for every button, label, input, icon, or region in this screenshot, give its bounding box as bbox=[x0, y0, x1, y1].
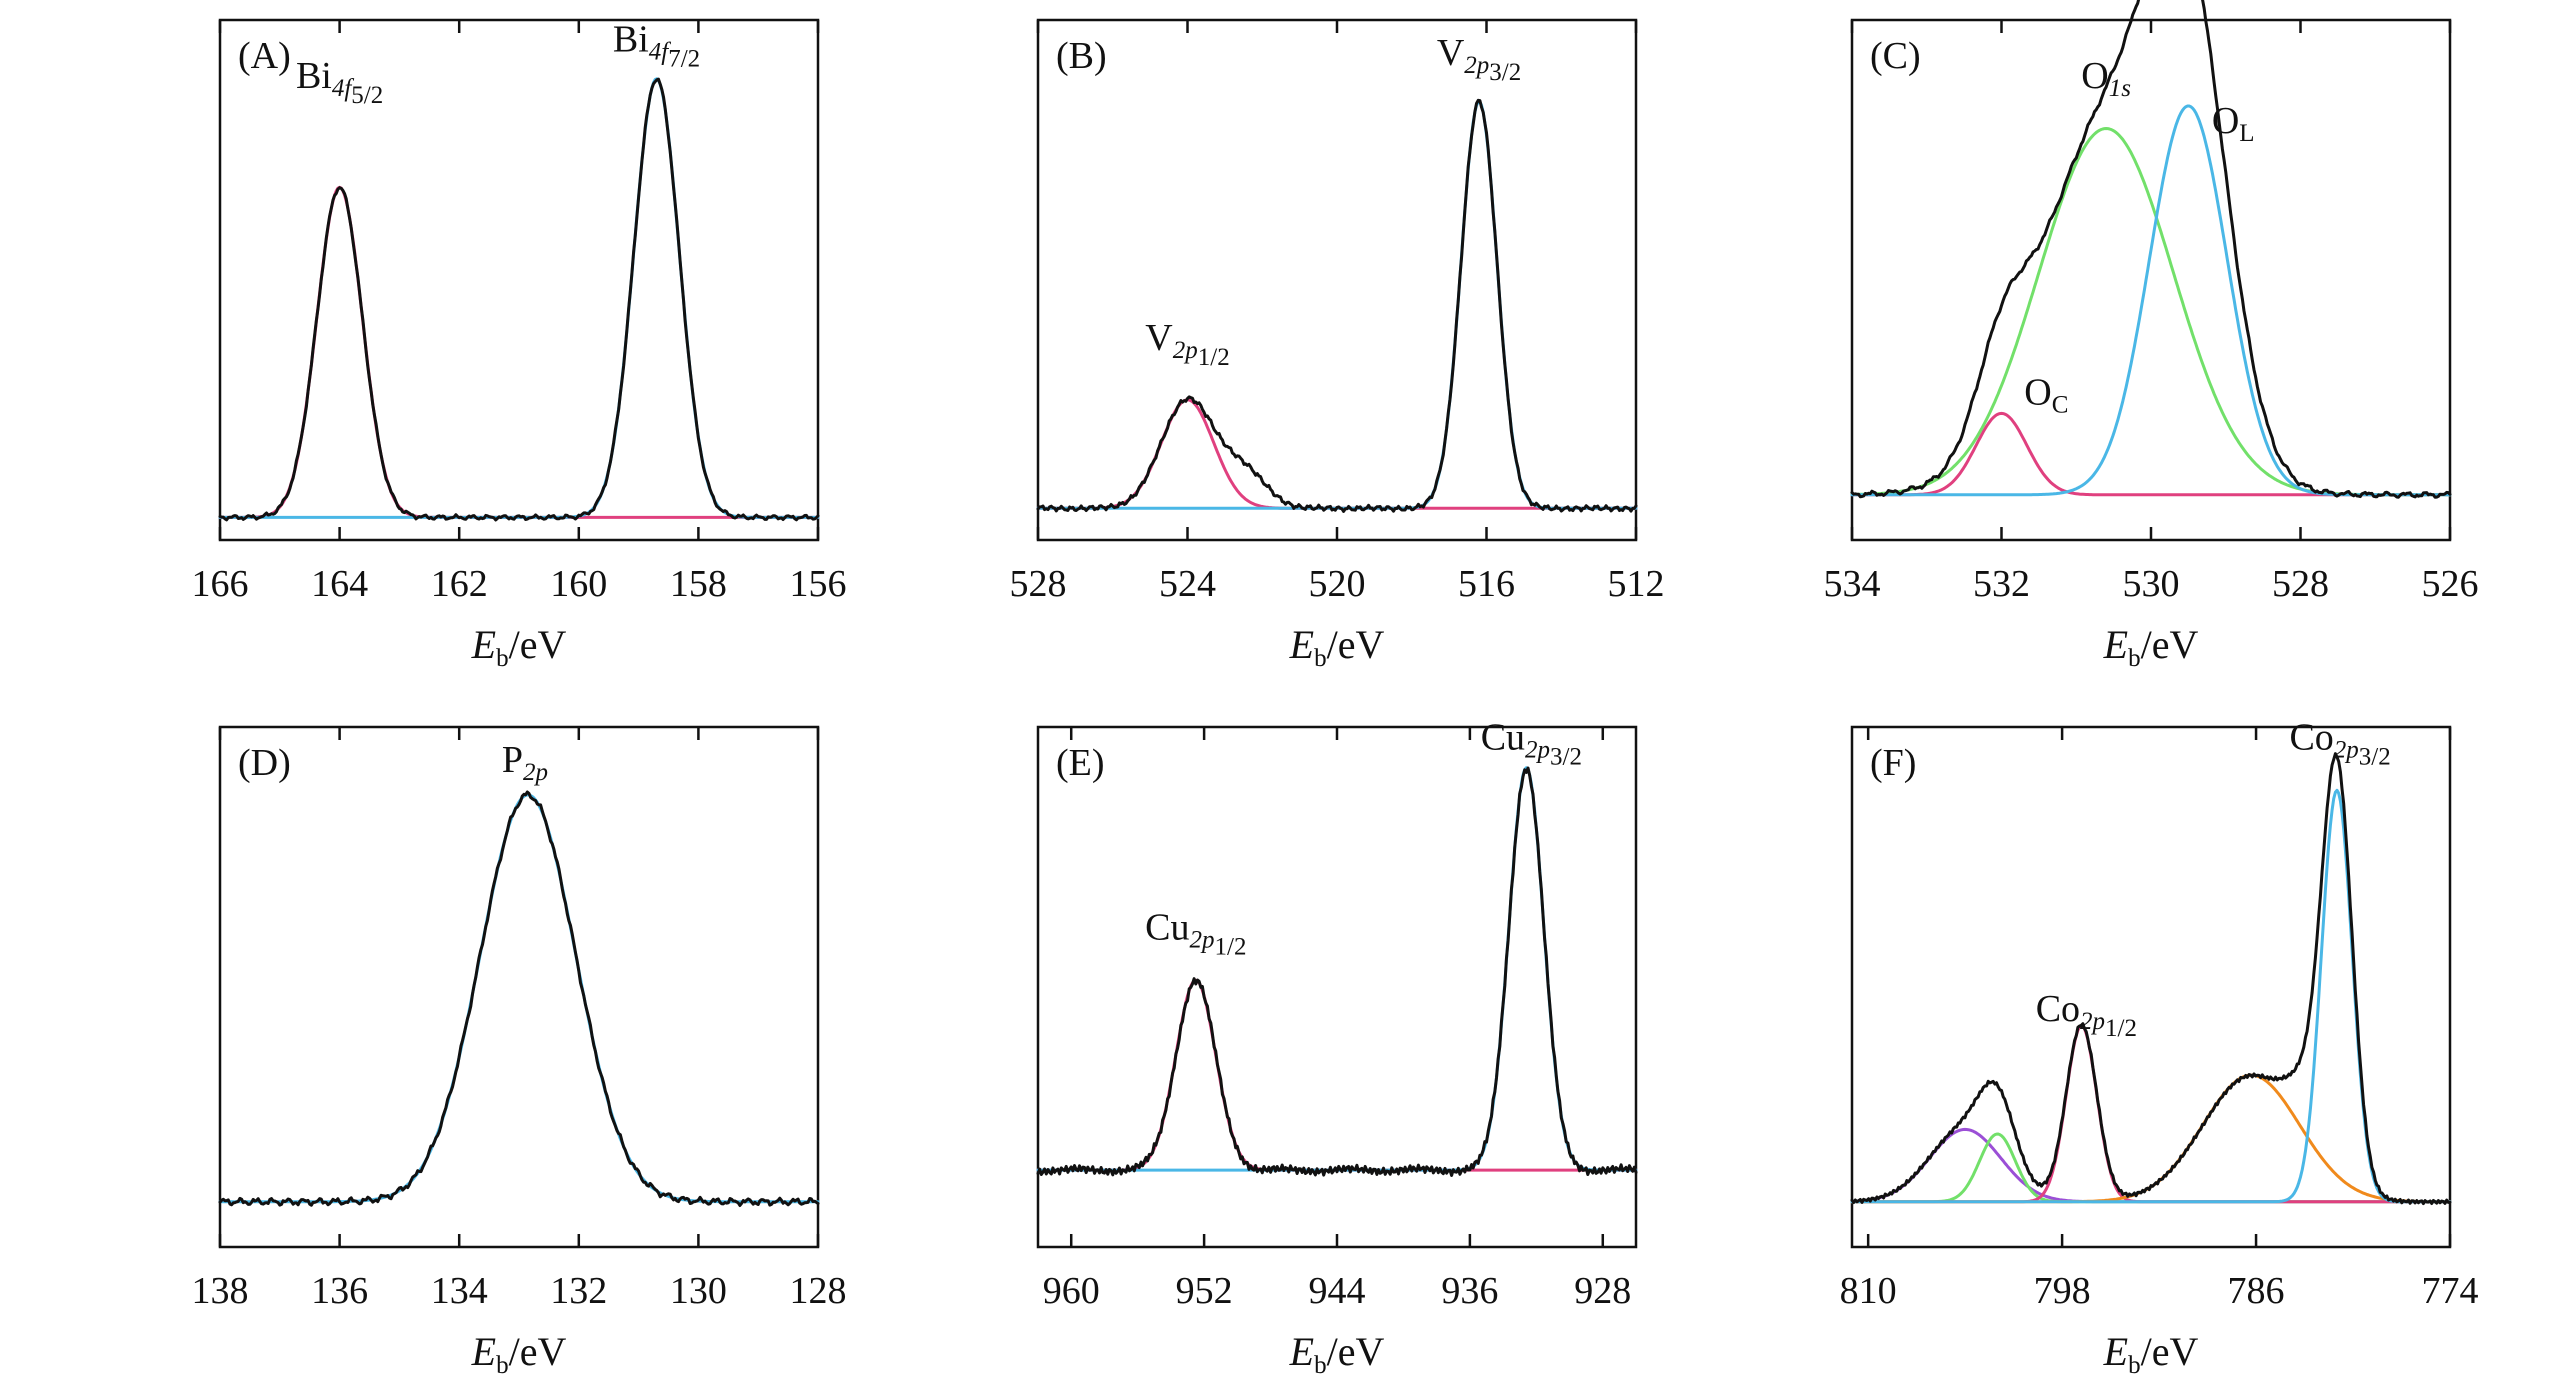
x-axis-label-c: Eb/eV bbox=[2103, 622, 2199, 672]
x-tick-label-d: 130 bbox=[670, 1270, 727, 1312]
x-tick-label-e: 944 bbox=[1309, 1270, 1366, 1312]
x-tick-label-e: 936 bbox=[1441, 1270, 1498, 1312]
fit-component-a-1 bbox=[218, 185, 820, 519]
peak-label-d-1: P2p bbox=[502, 739, 548, 786]
x-tick-label-a: 162 bbox=[431, 563, 488, 605]
x-tick-label-a: 166 bbox=[192, 563, 249, 605]
fit-component-e-1 bbox=[1036, 978, 1638, 1172]
x-tick-label-b: 516 bbox=[1458, 563, 1515, 605]
x-axis-label-b: Eb/eV bbox=[1289, 622, 1385, 672]
plot-frame-b bbox=[1036, 18, 1638, 542]
x-tick-label-d: 132 bbox=[550, 1270, 607, 1312]
peak-label-a-2: Bi4f7/2 bbox=[613, 19, 700, 73]
x-tick-label-a: 156 bbox=[790, 563, 847, 605]
plot-frame-a bbox=[218, 18, 820, 542]
fit-component-d-1 bbox=[218, 793, 820, 1204]
panel-label-e: (E) bbox=[1056, 742, 1105, 784]
peak-label-e-1: Cu2p1/2 bbox=[1145, 907, 1246, 961]
panel-label-c: (C) bbox=[1870, 35, 1921, 77]
peak-label-f-1: Co2p1/2 bbox=[2036, 988, 2137, 1042]
fit-component-f-4 bbox=[1850, 1073, 2452, 1204]
x-tick-label-f: 810 bbox=[1840, 1270, 1897, 1312]
peak-label-a-1: Bi4f5/2 bbox=[296, 55, 383, 109]
fit-component-b-2 bbox=[1036, 100, 1638, 510]
peak-label-b-1: V2p1/2 bbox=[1145, 317, 1229, 371]
measured-spectrum-e bbox=[1036, 766, 1638, 1177]
peak-label-c-3: OL bbox=[2212, 100, 2255, 147]
x-tick-label-e: 928 bbox=[1574, 1270, 1631, 1312]
panel-a: (A) 166 164 162 160 158 156 Eb/eV Bi4f5/2 Bi4f7/2 bbox=[192, 19, 847, 672]
x-tick-label-d: 134 bbox=[431, 1270, 488, 1312]
plot-frame-f bbox=[1850, 725, 2452, 1249]
panel-label-b: (B) bbox=[1056, 35, 1107, 77]
x-axis-label-d: Eb/eV bbox=[471, 1329, 567, 1379]
peak-label-c-2: O1s bbox=[2081, 55, 2131, 102]
x-tick-label-e: 960 bbox=[1043, 1270, 1100, 1312]
measured-spectrum-b bbox=[1036, 98, 1638, 513]
fit-component-c-3 bbox=[1850, 104, 2452, 497]
panel-label-f: (F) bbox=[1870, 742, 1916, 784]
x-tick-label-d: 138 bbox=[192, 1270, 249, 1312]
measured-spectrum-c bbox=[1850, 0, 2452, 499]
x-tick-label-b: 520 bbox=[1309, 563, 1366, 605]
fit-component-b-1 bbox=[1036, 398, 1638, 510]
x-tick-label-e: 952 bbox=[1176, 1270, 1233, 1312]
x-tick-label-f: 798 bbox=[2034, 1270, 2091, 1312]
x-tick-label-b: 524 bbox=[1159, 563, 1216, 605]
x-tick-label-c: 530 bbox=[2123, 563, 2180, 605]
x-tick-label-d: 128 bbox=[790, 1270, 847, 1312]
fit-component-c-1 bbox=[1850, 411, 2452, 497]
measured-spectrum-f bbox=[1850, 752, 2452, 1206]
panel-b: (B) 528 524 520 516 512 Eb/eV V2p1/2 V2p3/2 bbox=[1010, 18, 1665, 672]
measured-spectrum-a bbox=[218, 77, 820, 522]
x-tick-label-d: 136 bbox=[311, 1270, 368, 1312]
x-tick-label-f: 786 bbox=[2228, 1270, 2285, 1312]
x-tick-label-a: 158 bbox=[670, 563, 727, 605]
peak-label-e-2: Cu2p3/2 bbox=[1481, 717, 1582, 771]
x-tick-label-c: 526 bbox=[2422, 563, 2479, 605]
x-axis-label-e: Eb/eV bbox=[1289, 1329, 1385, 1379]
fit-component-c-2 bbox=[1850, 127, 2452, 497]
x-axis-label-f: Eb/eV bbox=[2103, 1329, 2199, 1379]
panel-f: (F) 810 798 786 774 Eb/eV Co2p1/2 Co2p3/2 bbox=[1840, 717, 2479, 1379]
peak-label-c-1: OC bbox=[2024, 371, 2068, 418]
panel-e: (E) 960 952 944 936 928 Eb/eV Cu2p1/2 Cu2p3/2 bbox=[1036, 717, 1638, 1379]
x-tick-label-c: 532 bbox=[1973, 563, 2030, 605]
fit-component-a-2 bbox=[218, 77, 820, 519]
peak-label-f-2: Co2p3/2 bbox=[2289, 717, 2390, 771]
panel-d: (D) 138 136 134 132 130 128 Eb/eV P2p bbox=[192, 725, 847, 1379]
x-tick-label-c: 528 bbox=[2272, 563, 2329, 605]
x-tick-label-a: 164 bbox=[311, 563, 368, 605]
x-tick-label-b: 528 bbox=[1010, 563, 1067, 605]
panel-label-a: (A) bbox=[238, 35, 291, 77]
x-axis-label-a: Eb/eV bbox=[471, 622, 567, 672]
peak-label-b-2: V2p3/2 bbox=[1437, 32, 1521, 86]
plot-frame-d bbox=[218, 725, 820, 1249]
measured-spectrum-d bbox=[218, 790, 820, 1207]
x-tick-label-c: 534 bbox=[1824, 563, 1881, 605]
plot-frame-c bbox=[1850, 18, 2452, 542]
panel-label-d: (D) bbox=[238, 742, 291, 784]
x-tick-label-b: 512 bbox=[1608, 563, 1665, 605]
x-tick-label-a: 160 bbox=[550, 563, 607, 605]
panel-c: (C) 534 532 530 528 526 Eb/eV OC O1s OL bbox=[1824, 0, 2479, 672]
x-tick-label-f: 774 bbox=[2422, 1270, 2479, 1312]
